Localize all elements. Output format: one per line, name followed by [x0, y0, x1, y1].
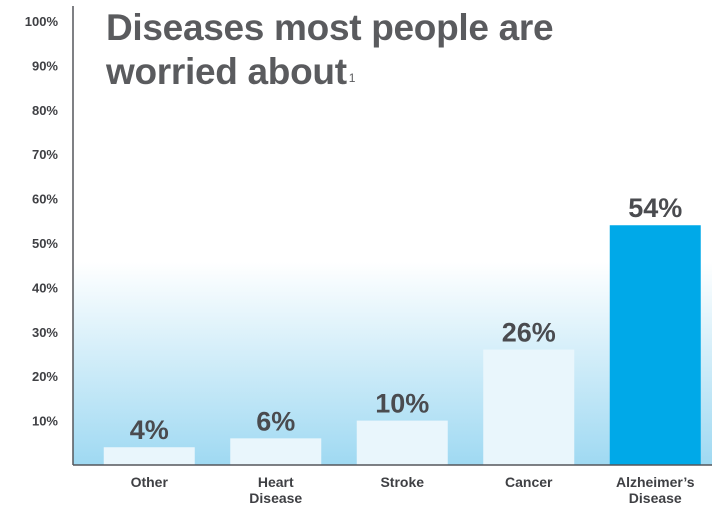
data-label-cancer: 26% [502, 318, 556, 348]
y-tick-label-90: 90% [32, 58, 58, 73]
y-tick-label-30: 30% [32, 325, 58, 340]
title-footnote-marker: 1 [348, 71, 356, 85]
y-tick-label-70: 70% [32, 147, 58, 162]
x-tick-label-other: Other [131, 474, 169, 490]
y-tick-label-20: 20% [32, 369, 58, 384]
data-label-alzheimer-s-disease: 54% [628, 193, 682, 223]
data-label-stroke: 10% [375, 389, 429, 419]
bar-stroke [356, 420, 448, 465]
chart-title-line-1: Diseases most people are [106, 7, 554, 48]
bar-alzheimer-s-disease [609, 225, 701, 465]
data-label-heart-disease: 6% [256, 406, 295, 436]
bar-heart-disease [230, 438, 322, 465]
data-label-other: 4% [130, 415, 169, 445]
y-tick-label-10: 10% [32, 414, 58, 429]
x-tick-label-alzheimer-s-disease: Alzheimer’s Disease [616, 474, 695, 506]
x-tick-label-cancer: Cancer [505, 474, 553, 490]
bar-cancer [483, 349, 575, 465]
x-tick-label-stroke: Stroke [380, 474, 424, 490]
y-tick-label-40: 40% [32, 280, 58, 295]
y-tick-label-80: 80% [32, 103, 58, 118]
chart-title: Diseases most people are worried about 1 [106, 6, 554, 94]
chart-title-line-2: worried about [106, 51, 347, 92]
y-tick-label-60: 60% [32, 192, 58, 207]
y-tick-label-50: 50% [32, 236, 58, 251]
x-tick-label-heart-disease: Heart Disease [249, 474, 302, 506]
y-tick-label-100: 100% [25, 14, 59, 29]
bar-other [103, 447, 195, 465]
